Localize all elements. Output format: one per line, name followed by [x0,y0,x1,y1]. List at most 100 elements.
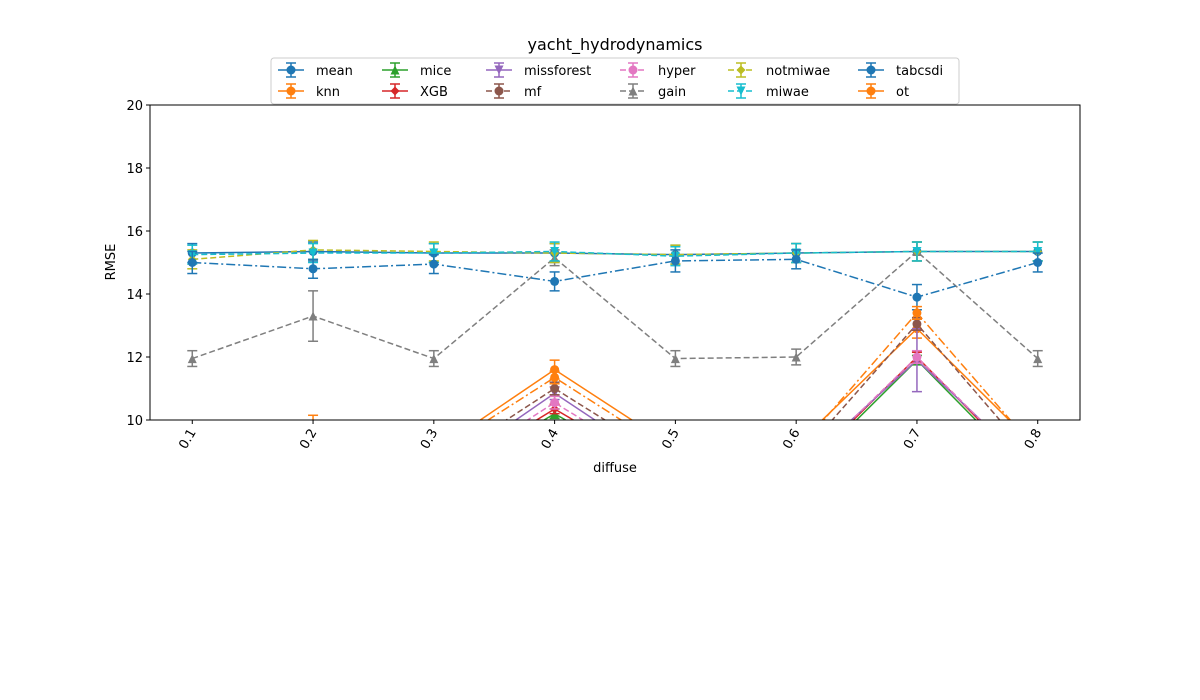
legend-label: mean [316,64,353,79]
axes-frame [149,104,1081,421]
marker [792,469,801,478]
marker [309,469,318,478]
marker [1033,460,1042,469]
marker [429,479,438,488]
series [486,305,1012,420]
marker [1033,479,1042,488]
series-line [486,311,1012,420]
legend-marker [494,65,504,75]
marker [1033,246,1043,256]
legend-label: mice [420,64,451,79]
x-tick-label: 0.3 [418,427,441,452]
legend-label: tabcsdi [896,64,943,79]
series [187,249,1043,311]
marker [429,475,438,484]
marker [671,469,680,478]
marker [308,248,318,258]
marker [671,472,680,481]
legend-marker [286,65,296,75]
marker [671,479,680,488]
legend-marker [866,86,876,96]
marker [791,352,801,362]
series-line [504,322,1001,420]
x-tick-label: 0.4 [539,427,562,452]
marker [429,259,439,269]
x-tick-label: 0.6 [780,427,803,452]
marker [308,311,318,321]
legend-marker [628,65,638,75]
legend-marker [628,86,638,96]
marker [187,354,197,364]
legend-label: missforest [524,64,591,79]
marker [187,258,197,267]
series-line [192,250,1039,360]
x-tick-label: 0.1 [176,427,199,452]
legend-label: ot [896,85,909,100]
marker [912,308,922,318]
series-line [192,250,1038,257]
legend-marker [286,86,296,96]
marker [308,264,318,274]
y-tick-label: 20 [126,99,143,114]
marker [309,466,318,475]
marker [550,398,560,408]
marker [791,254,801,264]
marker [912,319,922,329]
series-line [526,355,982,420]
legend-marker [390,86,400,96]
legend-marker [736,65,746,75]
series-line [542,359,977,420]
legend-label: mf [524,85,542,100]
marker [1033,354,1043,364]
legend-label: notmiwae [766,64,830,79]
series-line [514,359,982,420]
marker [1033,469,1042,478]
y-tick-label: 10 [126,414,143,429]
legend-marker [736,86,746,96]
marker [188,472,197,481]
x-tick-label: 0.5 [660,427,683,452]
marker [429,354,439,364]
marker [309,463,318,472]
marker [188,479,197,488]
marker [1033,472,1042,481]
legend-label: knn [316,85,340,100]
marker [670,256,680,266]
marker [429,248,439,258]
legend-marker [390,65,400,75]
x-tick-label: 0.7 [901,427,924,452]
marker [792,475,801,484]
marker [670,354,680,364]
series-line [478,327,1011,420]
marker [429,463,438,472]
marker [1033,475,1042,484]
legend-label: gain [658,85,686,100]
marker [912,246,922,256]
marker [550,372,560,382]
y-tick-label: 16 [126,225,143,240]
chart-title: yacht_hydrodynamics [528,35,703,55]
marker [792,456,801,465]
x-tick-label: 0.8 [1022,427,1045,452]
marker [792,472,801,481]
marker [429,472,438,481]
marker [1033,258,1043,267]
legend-marker [494,86,504,96]
marker [429,482,438,491]
marker [550,246,560,256]
marker [309,453,318,462]
legend-label: hyper [658,64,696,79]
plot-area [187,239,1043,491]
marker [912,292,922,302]
marker [550,384,560,393]
marker [912,352,922,362]
y-tick-label: 12 [126,351,143,366]
marker [188,469,197,478]
marker [309,472,318,481]
y-axis-label: RMSE [104,244,119,281]
y-tick-label: 14 [126,288,143,303]
series-line [192,258,1038,298]
marker [550,276,560,286]
x-axis-label: diffuse [593,461,637,476]
